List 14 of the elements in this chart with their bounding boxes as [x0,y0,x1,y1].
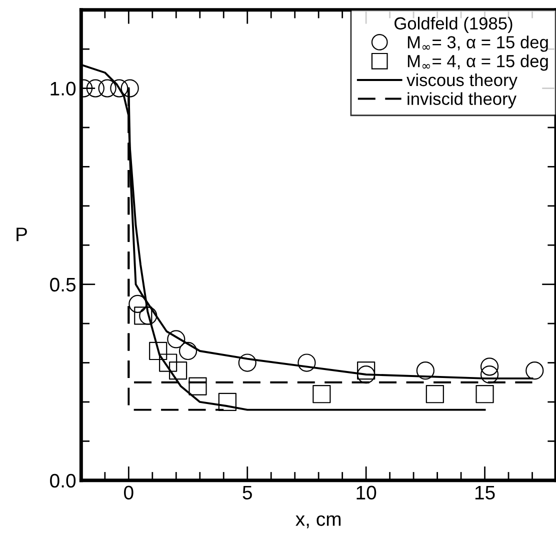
legend-label: M$_{∞}$= 4, α = 15 deg [408,54,548,71]
x-tick-label: 15 [475,486,495,500]
legend-label: viscous theory [406,73,518,90]
legend-title: Goldfeld (1985) [394,16,512,33]
x-tick-label: 0 [124,486,134,500]
legend-label: inviscid theory [408,92,516,108]
x-tick-label: 5 [242,486,252,500]
legend-label: M$_{∞}$= 3, α = 15 deg [408,36,548,52]
x-tick-label: 10 [356,486,376,500]
y-tick-label: 0.5 [50,278,76,292]
y-tick-label: 0.0 [50,474,76,488]
y-tick-label: 1.0 [50,82,76,96]
x-axis-title: x, cm [296,515,341,528]
y-axis-title: P [16,228,27,242]
